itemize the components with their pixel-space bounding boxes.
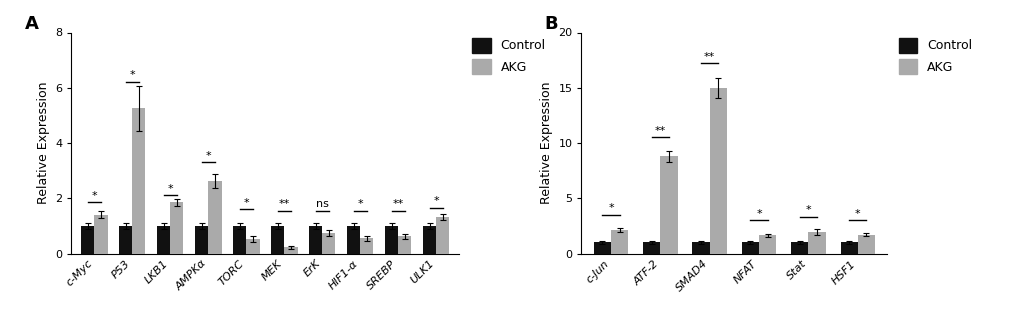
Text: **: ** — [392, 199, 404, 209]
Bar — [246, 239, 259, 254]
Bar — [195, 226, 208, 254]
Bar — [659, 156, 677, 254]
Bar — [808, 232, 825, 254]
Text: **: ** — [278, 199, 289, 209]
Bar — [322, 233, 335, 254]
Text: *: * — [167, 184, 173, 194]
Bar — [81, 226, 94, 254]
Bar — [94, 215, 107, 254]
Text: ns: ns — [316, 199, 328, 209]
Text: *: * — [129, 71, 135, 81]
Bar — [360, 238, 373, 254]
Text: *: * — [357, 199, 363, 209]
Text: *: * — [607, 203, 613, 213]
Bar — [741, 242, 758, 254]
Text: B: B — [544, 15, 557, 33]
Legend: Control, AKG: Control, AKG — [467, 32, 550, 79]
Bar — [132, 109, 146, 254]
Bar — [593, 242, 610, 254]
Text: *: * — [205, 150, 211, 161]
Bar — [384, 226, 397, 254]
Bar — [170, 202, 183, 254]
Text: A: A — [24, 15, 39, 33]
Bar — [423, 226, 436, 254]
Bar — [208, 181, 221, 254]
Bar — [791, 242, 808, 254]
Bar — [758, 235, 775, 254]
Bar — [692, 242, 709, 254]
Text: *: * — [805, 205, 810, 215]
Bar — [232, 226, 246, 254]
Bar — [709, 88, 727, 254]
Bar — [840, 242, 857, 254]
Bar — [397, 236, 411, 254]
Bar — [284, 247, 298, 254]
Bar — [271, 226, 284, 254]
Bar — [309, 226, 322, 254]
Y-axis label: Relative Expression: Relative Expression — [539, 82, 552, 204]
Bar — [610, 230, 628, 254]
Text: **: ** — [654, 126, 665, 136]
Bar — [157, 226, 170, 254]
Text: *: * — [755, 209, 761, 219]
Text: *: * — [433, 196, 438, 206]
Bar — [857, 235, 874, 254]
Text: *: * — [854, 209, 860, 219]
Text: *: * — [244, 198, 249, 208]
Legend: Control, AKG: Control, AKG — [893, 32, 976, 79]
Text: **: ** — [703, 52, 714, 62]
Text: *: * — [92, 191, 97, 201]
Bar — [346, 226, 360, 254]
Bar — [642, 242, 659, 254]
Bar — [119, 226, 132, 254]
Bar — [436, 217, 449, 254]
Y-axis label: Relative Expression: Relative Expression — [37, 82, 50, 204]
